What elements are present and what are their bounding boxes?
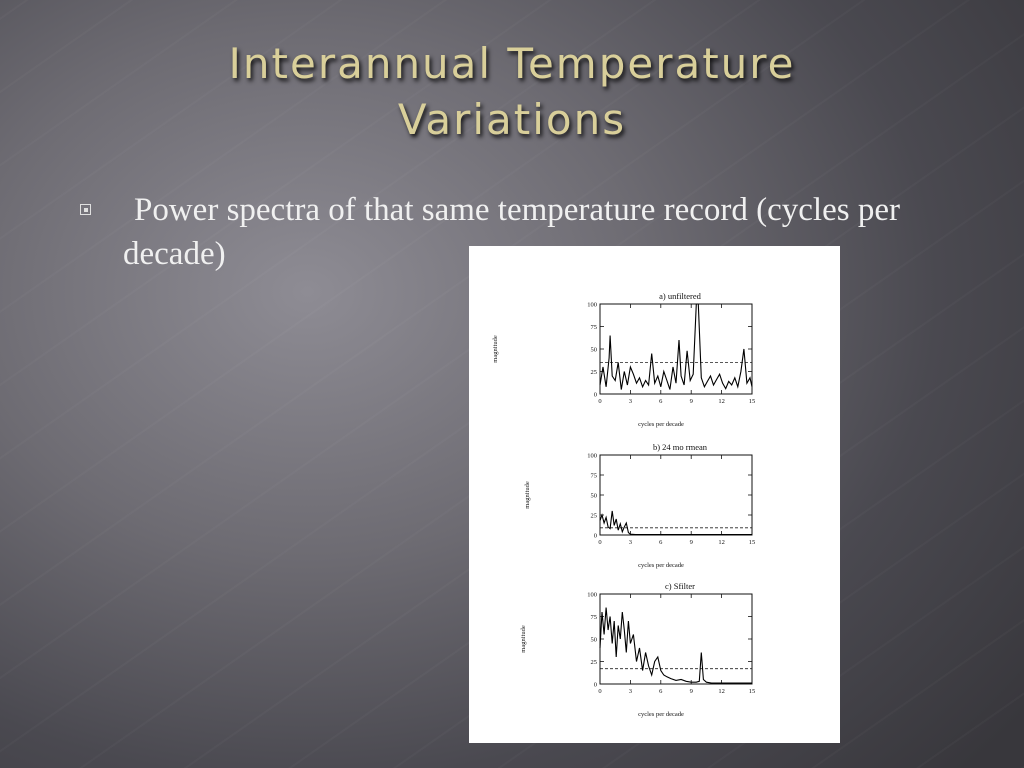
panel-1-x-tick-label: 12 bbox=[718, 398, 725, 405]
spectra-figure: a) unfiltered 0 25 50 75 100 0 3 6 9 12 15 cycles pe… bbox=[469, 246, 840, 743]
panel-1-x-tick-label: 6 bbox=[659, 398, 663, 405]
panel-1-x-axis-label: cycles per decade bbox=[638, 421, 684, 428]
panel-1-x-tick-label: 15 bbox=[749, 398, 756, 405]
slide-title: Interannual Temperature Variations bbox=[0, 36, 1024, 148]
panel-3-x-tick-label: 3 bbox=[629, 688, 632, 695]
panel-3-series-line bbox=[599, 607, 752, 684]
panel-2-y-tick-label: 50 bbox=[591, 493, 598, 500]
panel-1-x-tick-label: 9 bbox=[690, 398, 693, 405]
panel-2-x-axis-label: cycles per decade bbox=[638, 562, 684, 569]
panel-1-title: a) unfiltered bbox=[659, 291, 702, 301]
panel-3-x-axis-label: cycles per decade bbox=[638, 711, 684, 718]
panel-1-series-line bbox=[599, 303, 753, 390]
panel-1-x-tick-label: 0 bbox=[598, 398, 601, 405]
panel-3-y-tick-label: 75 bbox=[591, 614, 598, 621]
panel-1-y-axis-label: magnitude bbox=[492, 335, 499, 363]
panel-1-y-tick-label: 100 bbox=[587, 302, 597, 309]
panel-1-y-tick-label: 50 bbox=[591, 347, 598, 354]
panel-3-x-tick-label: 9 bbox=[690, 688, 693, 695]
panel-3-x-tick-label: 15 bbox=[749, 688, 756, 695]
panel-2-x-tick-label: 9 bbox=[690, 539, 693, 546]
panel-1-y-tick-label: 75 bbox=[591, 324, 598, 331]
panel-3-y-tick-label: 50 bbox=[591, 637, 598, 644]
panel-2-x-tick-label: 6 bbox=[659, 539, 663, 546]
panel-2-x-tick-label: 12 bbox=[718, 539, 725, 546]
panel-2-y-tick-label: 100 bbox=[587, 453, 597, 460]
panel-3-x-tick-label: 6 bbox=[659, 688, 663, 695]
panel-3-y-axis-label: magnitude bbox=[520, 625, 527, 653]
panel-3-y-tick-label: 25 bbox=[591, 659, 598, 666]
panel-1-x-tick-label: 3 bbox=[629, 398, 632, 405]
panel-2-y-tick-label: 75 bbox=[591, 473, 598, 480]
square-bullet-icon bbox=[80, 204, 91, 215]
panel-2-title: b) 24 mo rmean bbox=[653, 442, 708, 452]
panel-2-x-tick-label: 3 bbox=[629, 539, 632, 546]
panel-2-y-tick-label: 0 bbox=[594, 533, 597, 540]
panel-3-y-tick-label: 100 bbox=[587, 592, 597, 599]
panel-3-x-tick-label: 12 bbox=[718, 688, 725, 695]
panel-3-x-tick-label: 0 bbox=[598, 688, 601, 695]
panel-3-title: c) Sfilter bbox=[665, 581, 695, 591]
panel-3-y-tick-label: 0 bbox=[594, 682, 597, 689]
panel-2-y-tick-label: 25 bbox=[591, 513, 598, 520]
panel-3-frame bbox=[599, 593, 753, 685]
panel-2-x-tick-label: 15 bbox=[749, 539, 756, 546]
spectra-figure-svg: a) unfiltered 0 25 50 75 100 0 3 6 9 12 15 cycles pe… bbox=[492, 291, 756, 718]
panel-2-x-tick-label: 0 bbox=[598, 539, 601, 546]
slide-title-line-1: Interannual Temperature bbox=[228, 39, 796, 88]
panel-1-y-tick-label: 25 bbox=[591, 369, 598, 376]
bullet-text: Power spectra of that same temperature r… bbox=[123, 192, 900, 272]
panel-1-y-tick-label: 0 bbox=[594, 392, 597, 399]
slide-title-line-2: Variations bbox=[397, 95, 627, 144]
panel-2-frame bbox=[599, 454, 753, 536]
panel-2-series-line bbox=[599, 510, 752, 536]
panel-2-y-axis-label: magnitude bbox=[524, 481, 531, 509]
